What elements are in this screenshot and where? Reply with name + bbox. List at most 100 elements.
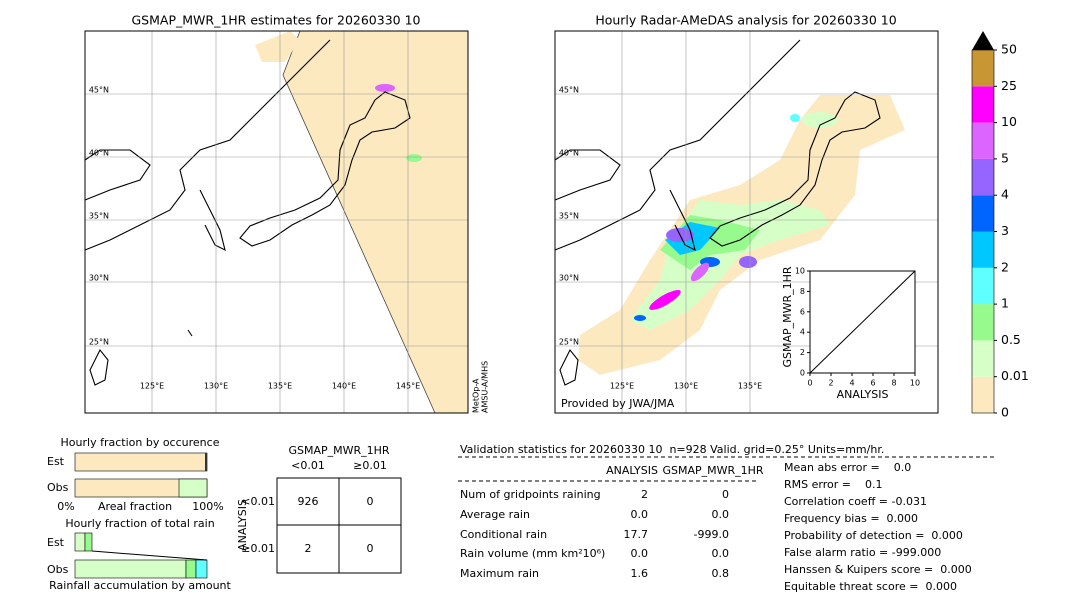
left-frame: [84, 30, 469, 414]
label: 8: [891, 379, 896, 388]
label: 30°N: [89, 274, 109, 283]
label: Maximum rain: [460, 567, 539, 580]
label: 140°E: [332, 382, 356, 391]
one-to-one: [809, 270, 916, 374]
label: Conditional rain: [460, 528, 547, 541]
label: 0.0: [631, 508, 649, 521]
label: 35°N: [89, 212, 109, 221]
label: 6: [870, 379, 875, 388]
label: Probability of detection = 0.000: [784, 529, 963, 542]
label: GSMAP_MWR_1HR: [781, 266, 794, 367]
connector: [91, 550, 208, 561]
dynamic: GSMAP_MWR_1HR estimates for 20260330 10 4…: [47, 13, 1029, 594]
label: 4: [1001, 187, 1009, 202]
label: 0.0: [712, 508, 730, 521]
colorbar-segment: [972, 304, 994, 341]
label: AMSU-A/MHS: [481, 361, 490, 413]
bar-seg: [74, 532, 86, 552]
label: Average rain: [460, 508, 530, 521]
label: 130°E: [204, 382, 228, 391]
label: 2: [305, 542, 312, 555]
label: 130°E: [674, 382, 698, 391]
label: 3: [1001, 223, 1009, 238]
colorbar-segment: [972, 376, 994, 413]
label: False alarm ratio = -999.000: [784, 546, 941, 559]
label: 0: [800, 369, 805, 378]
label: 45°N: [559, 86, 579, 95]
label: Obs: [47, 563, 69, 576]
label: Rainfall accumulation by amount: [49, 579, 231, 592]
label: 30°N: [559, 274, 579, 283]
label: 0.8: [712, 567, 730, 580]
label: ≥0.01: [353, 459, 387, 472]
label: -999.0: [694, 528, 729, 541]
label: 0.0: [631, 547, 649, 560]
label: 40°N: [559, 149, 579, 158]
label: 926: [298, 495, 319, 508]
label: Frequency bias = 0.000: [784, 512, 918, 525]
label: ≥0.01: [241, 542, 275, 555]
colorbar-segment: [972, 195, 994, 232]
label: 10: [795, 267, 805, 276]
label: 125°E: [140, 382, 164, 391]
label: 1.6: [631, 567, 649, 580]
label: 135°E: [268, 382, 292, 391]
label: <0.01: [291, 459, 325, 472]
label: 0: [722, 488, 729, 501]
label: Hourly Radar-AMeDAS analysis for 2026033…: [595, 13, 896, 28]
label: 0: [367, 495, 374, 508]
label: MetOp-A: [472, 378, 481, 413]
label: 4: [849, 379, 854, 388]
bar-seg: [205, 453, 207, 471]
label: 125°E: [610, 382, 634, 391]
label: GSMAP_MWR_1HR: [662, 464, 763, 477]
label: Equitable threat score = 0.000: [784, 580, 957, 593]
label: 40°N: [89, 149, 109, 158]
right-frame: [554, 30, 939, 414]
colorbar-segment: [972, 86, 994, 123]
label: 50: [1001, 42, 1017, 57]
label: ANALYSIS: [606, 464, 658, 477]
label: Hourly fraction of total rain: [65, 517, 214, 530]
label: Areal fraction: [98, 500, 172, 513]
colorbar-segment: [972, 340, 994, 377]
label: 135°E: [738, 382, 762, 391]
bar-seg: [185, 559, 197, 579]
colorbar-arrow: [972, 31, 994, 50]
label: Provided by JWA/JMA: [561, 397, 675, 410]
colorbar-segment: [972, 50, 994, 87]
bar-seg: [84, 532, 93, 552]
colorbar-segment: [972, 158, 994, 196]
colorbar-segment: [972, 231, 994, 268]
label: 25°N: [89, 338, 109, 347]
label: RMS error = 0.1: [784, 478, 882, 491]
label: 0.5: [1001, 332, 1021, 347]
label: 0: [1001, 405, 1009, 420]
colorbar-segment: [972, 122, 994, 159]
label: 8: [800, 287, 805, 296]
label: 100%: [192, 500, 223, 513]
label: Validation statistics for 20260330 10 n=…: [460, 443, 884, 456]
label: 2: [1001, 259, 1009, 274]
label: 0%: [57, 500, 74, 513]
label: 10: [910, 379, 920, 388]
left-map: [84, 30, 469, 414]
label: Hanssen & Kuipers score = 0.000: [784, 563, 972, 576]
right-map: [554, 31, 938, 413]
label: Mean abs error = 0.0: [784, 461, 911, 474]
label: 2: [828, 379, 833, 388]
label: 1: [1001, 296, 1009, 311]
label: 2: [800, 348, 805, 357]
label: 25: [1001, 78, 1017, 93]
label: GSMAP_MWR_1HR: [288, 444, 389, 457]
label: 0.01: [1001, 368, 1029, 383]
label: Correlation coeff = -0.031: [784, 495, 927, 508]
label: 0.0: [712, 547, 730, 560]
label: 145°E: [396, 382, 420, 391]
label: Hourly fraction by occurence: [61, 436, 220, 449]
bar: [74, 452, 208, 472]
label: Num of gridpoints raining: [460, 488, 601, 501]
label: 4: [800, 328, 805, 337]
label: 45°N: [89, 86, 109, 95]
